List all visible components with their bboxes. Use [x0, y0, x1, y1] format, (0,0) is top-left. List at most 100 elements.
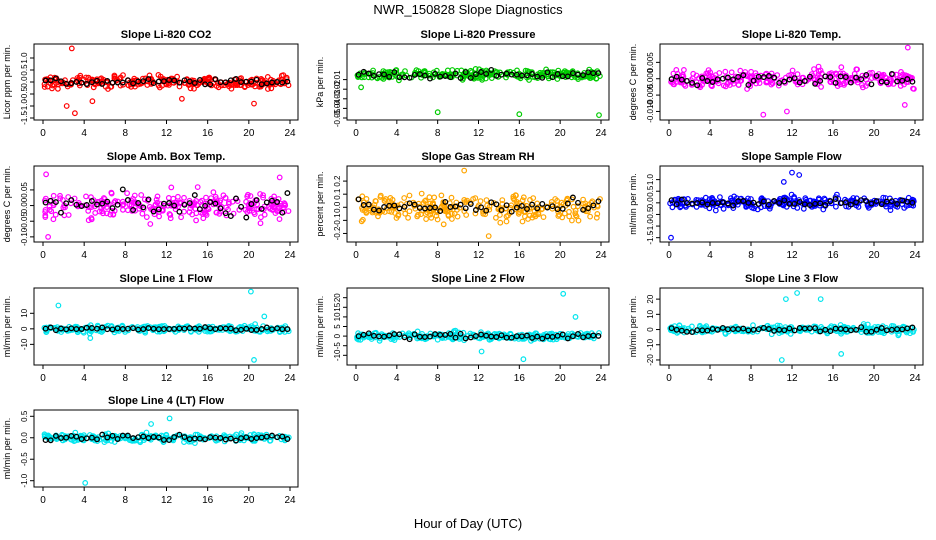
mean-point — [191, 80, 198, 86]
mean-point — [227, 77, 234, 84]
mean-point — [196, 206, 203, 213]
y-tick-label: -0.02 — [333, 80, 342, 99]
data-point — [244, 193, 251, 200]
mean-point — [806, 73, 813, 80]
panel-title: Slope Line 1 Flow — [120, 273, 213, 285]
mean-point — [370, 206, 377, 213]
panel-title: Slope Amb. Box Temp. — [107, 151, 226, 163]
outlier-point — [520, 356, 527, 363]
mean-point — [452, 334, 459, 341]
mean-point — [868, 328, 875, 335]
mean-point — [796, 199, 803, 205]
x-tick-label: 8 — [435, 128, 441, 139]
data-point — [519, 218, 526, 225]
mean-point — [176, 79, 183, 86]
data-point — [377, 194, 384, 200]
mean-point — [99, 431, 106, 438]
panel-2: Slope Li-820 Pressure kPa per min. 0 4 8 12 16… — [315, 29, 610, 139]
x-tick-label: 20 — [555, 128, 567, 139]
panel-4: Slope Amb. Box Temp. degrees C per min. 0 4… — [2, 151, 299, 261]
data-point — [693, 72, 700, 79]
mean-point — [279, 209, 286, 216]
data-point — [215, 84, 222, 91]
outlier-point — [434, 109, 441, 116]
mean-point — [406, 200, 413, 207]
data-point — [477, 198, 484, 205]
x-tick-label: 4 — [81, 250, 87, 261]
mean-point — [78, 203, 85, 210]
mean-point — [760, 74, 767, 81]
data-point — [90, 84, 97, 91]
mean-point — [78, 79, 85, 86]
mean-point — [765, 73, 772, 79]
x-tick-label: 16 — [514, 250, 526, 261]
data-point — [722, 326, 729, 332]
y-tick-label: -1.5 — [20, 111, 29, 125]
mean-point — [427, 75, 433, 82]
data-point — [387, 194, 394, 201]
y-tick-label: -0.05 — [333, 108, 342, 127]
mean-point — [88, 434, 95, 441]
mean-point — [858, 76, 865, 83]
x-tick-label: 8 — [435, 250, 441, 261]
mean-point — [873, 198, 880, 205]
mean-point — [569, 70, 576, 77]
data-point — [486, 206, 493, 213]
data-point — [549, 330, 555, 337]
mean-point — [909, 199, 916, 206]
mean-point — [150, 80, 157, 87]
data-point — [234, 81, 241, 88]
mean-point — [740, 325, 747, 332]
data-point — [193, 217, 200, 224]
mean-point — [575, 331, 581, 337]
mean-point — [817, 328, 824, 335]
data-point — [461, 208, 468, 215]
mean-point — [150, 208, 157, 215]
mean-point — [569, 194, 576, 201]
mean-point — [442, 331, 449, 338]
data-point — [260, 194, 267, 201]
mean-point — [724, 200, 731, 207]
mean-point — [186, 78, 193, 85]
mean-point — [274, 325, 281, 332]
mean-point — [858, 324, 865, 331]
data-point — [575, 217, 582, 224]
outlier-point — [82, 480, 89, 486]
mean-point — [580, 206, 587, 213]
x-tick-label: 4 — [394, 128, 400, 139]
data-point — [775, 82, 782, 89]
mean-point — [73, 78, 80, 85]
mean-point — [776, 200, 783, 206]
mean-point — [719, 324, 726, 331]
mean-point — [781, 78, 788, 85]
x-tick-label: 4 — [707, 250, 713, 261]
data-point — [668, 79, 674, 85]
mean-point — [888, 198, 895, 205]
data-point — [581, 332, 588, 339]
y-tick-label: 10 — [333, 312, 342, 321]
x-tick-label: 24 — [595, 128, 607, 139]
outlier-point — [817, 296, 824, 303]
data-point — [48, 208, 55, 215]
data-point — [794, 71, 801, 78]
mean-point — [668, 325, 675, 332]
mean-point — [524, 332, 530, 339]
data-point — [370, 67, 377, 74]
mean-point — [263, 324, 270, 331]
mean-point — [771, 327, 778, 334]
panel-title: Slope Gas Stream RH — [421, 151, 534, 163]
data-point — [178, 214, 185, 221]
mean-point — [462, 335, 469, 342]
figure-x-axis-label: Hour of Day (UTC) — [413, 516, 523, 531]
mean-point — [376, 207, 382, 214]
data-point — [482, 211, 489, 218]
x-tick-label: 8 — [123, 373, 129, 384]
y-tick-label: -1.5 — [646, 230, 655, 244]
mean-point — [176, 208, 183, 215]
x-tick-label: 20 — [243, 373, 255, 384]
y-axis-label: ml/min per min. — [315, 296, 325, 358]
y-tick-label: -10 — [333, 349, 342, 361]
mean-point — [427, 333, 433, 340]
mean-point — [365, 70, 372, 77]
data-point — [88, 204, 95, 211]
